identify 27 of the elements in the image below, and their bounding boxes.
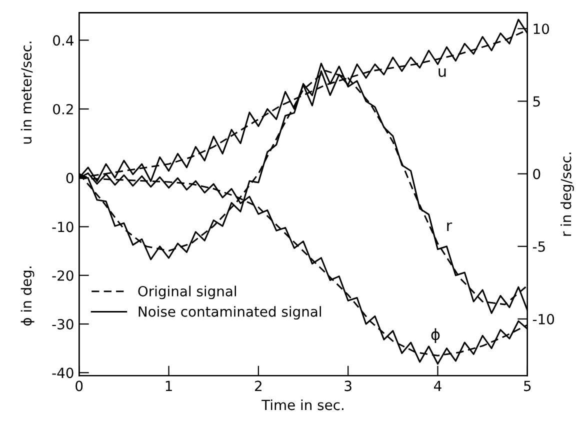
x-tick-label: 5 [524,380,531,392]
y-tick-label: -10 [52,222,74,232]
y2-tick-label: -10 [532,314,554,324]
annotation: r [447,222,452,231]
x-tick-label: 4 [434,380,442,391]
y3-tick-label: 0.4 [53,35,74,46]
y-tick-label: -40 [52,368,74,378]
y-axis-title: ϕ in deg. [20,266,34,326]
y3-tick-label: 0.2 [53,104,73,114]
annotation: ϕ [431,328,440,344]
x-axis-title: Time in sec. [262,399,344,410]
y2-tick-label: 10 [534,24,550,34]
x-tick-label: 0 [76,380,83,392]
x-tick-label: 3 [344,380,352,392]
x-tick-label: 2 [255,380,262,391]
y2-tick-label: -5 [532,242,545,252]
y-tick-label: -30 [52,318,74,330]
legend-label: Noise contaminated signal [138,306,321,320]
y-tick-label: -20 [52,270,74,281]
legend-label: Original signal [138,286,236,300]
y2-axis-title: r in deg/sec. [560,152,574,236]
y2-tick-label: 0 [533,168,540,180]
y3-axis-title: u in meter/sec. [20,42,33,144]
y3-tick-label: 0 [66,172,74,184]
x-tick-label: 1 [166,380,172,391]
y2-tick-label: 5 [533,96,540,107]
annotation: u [438,68,446,77]
